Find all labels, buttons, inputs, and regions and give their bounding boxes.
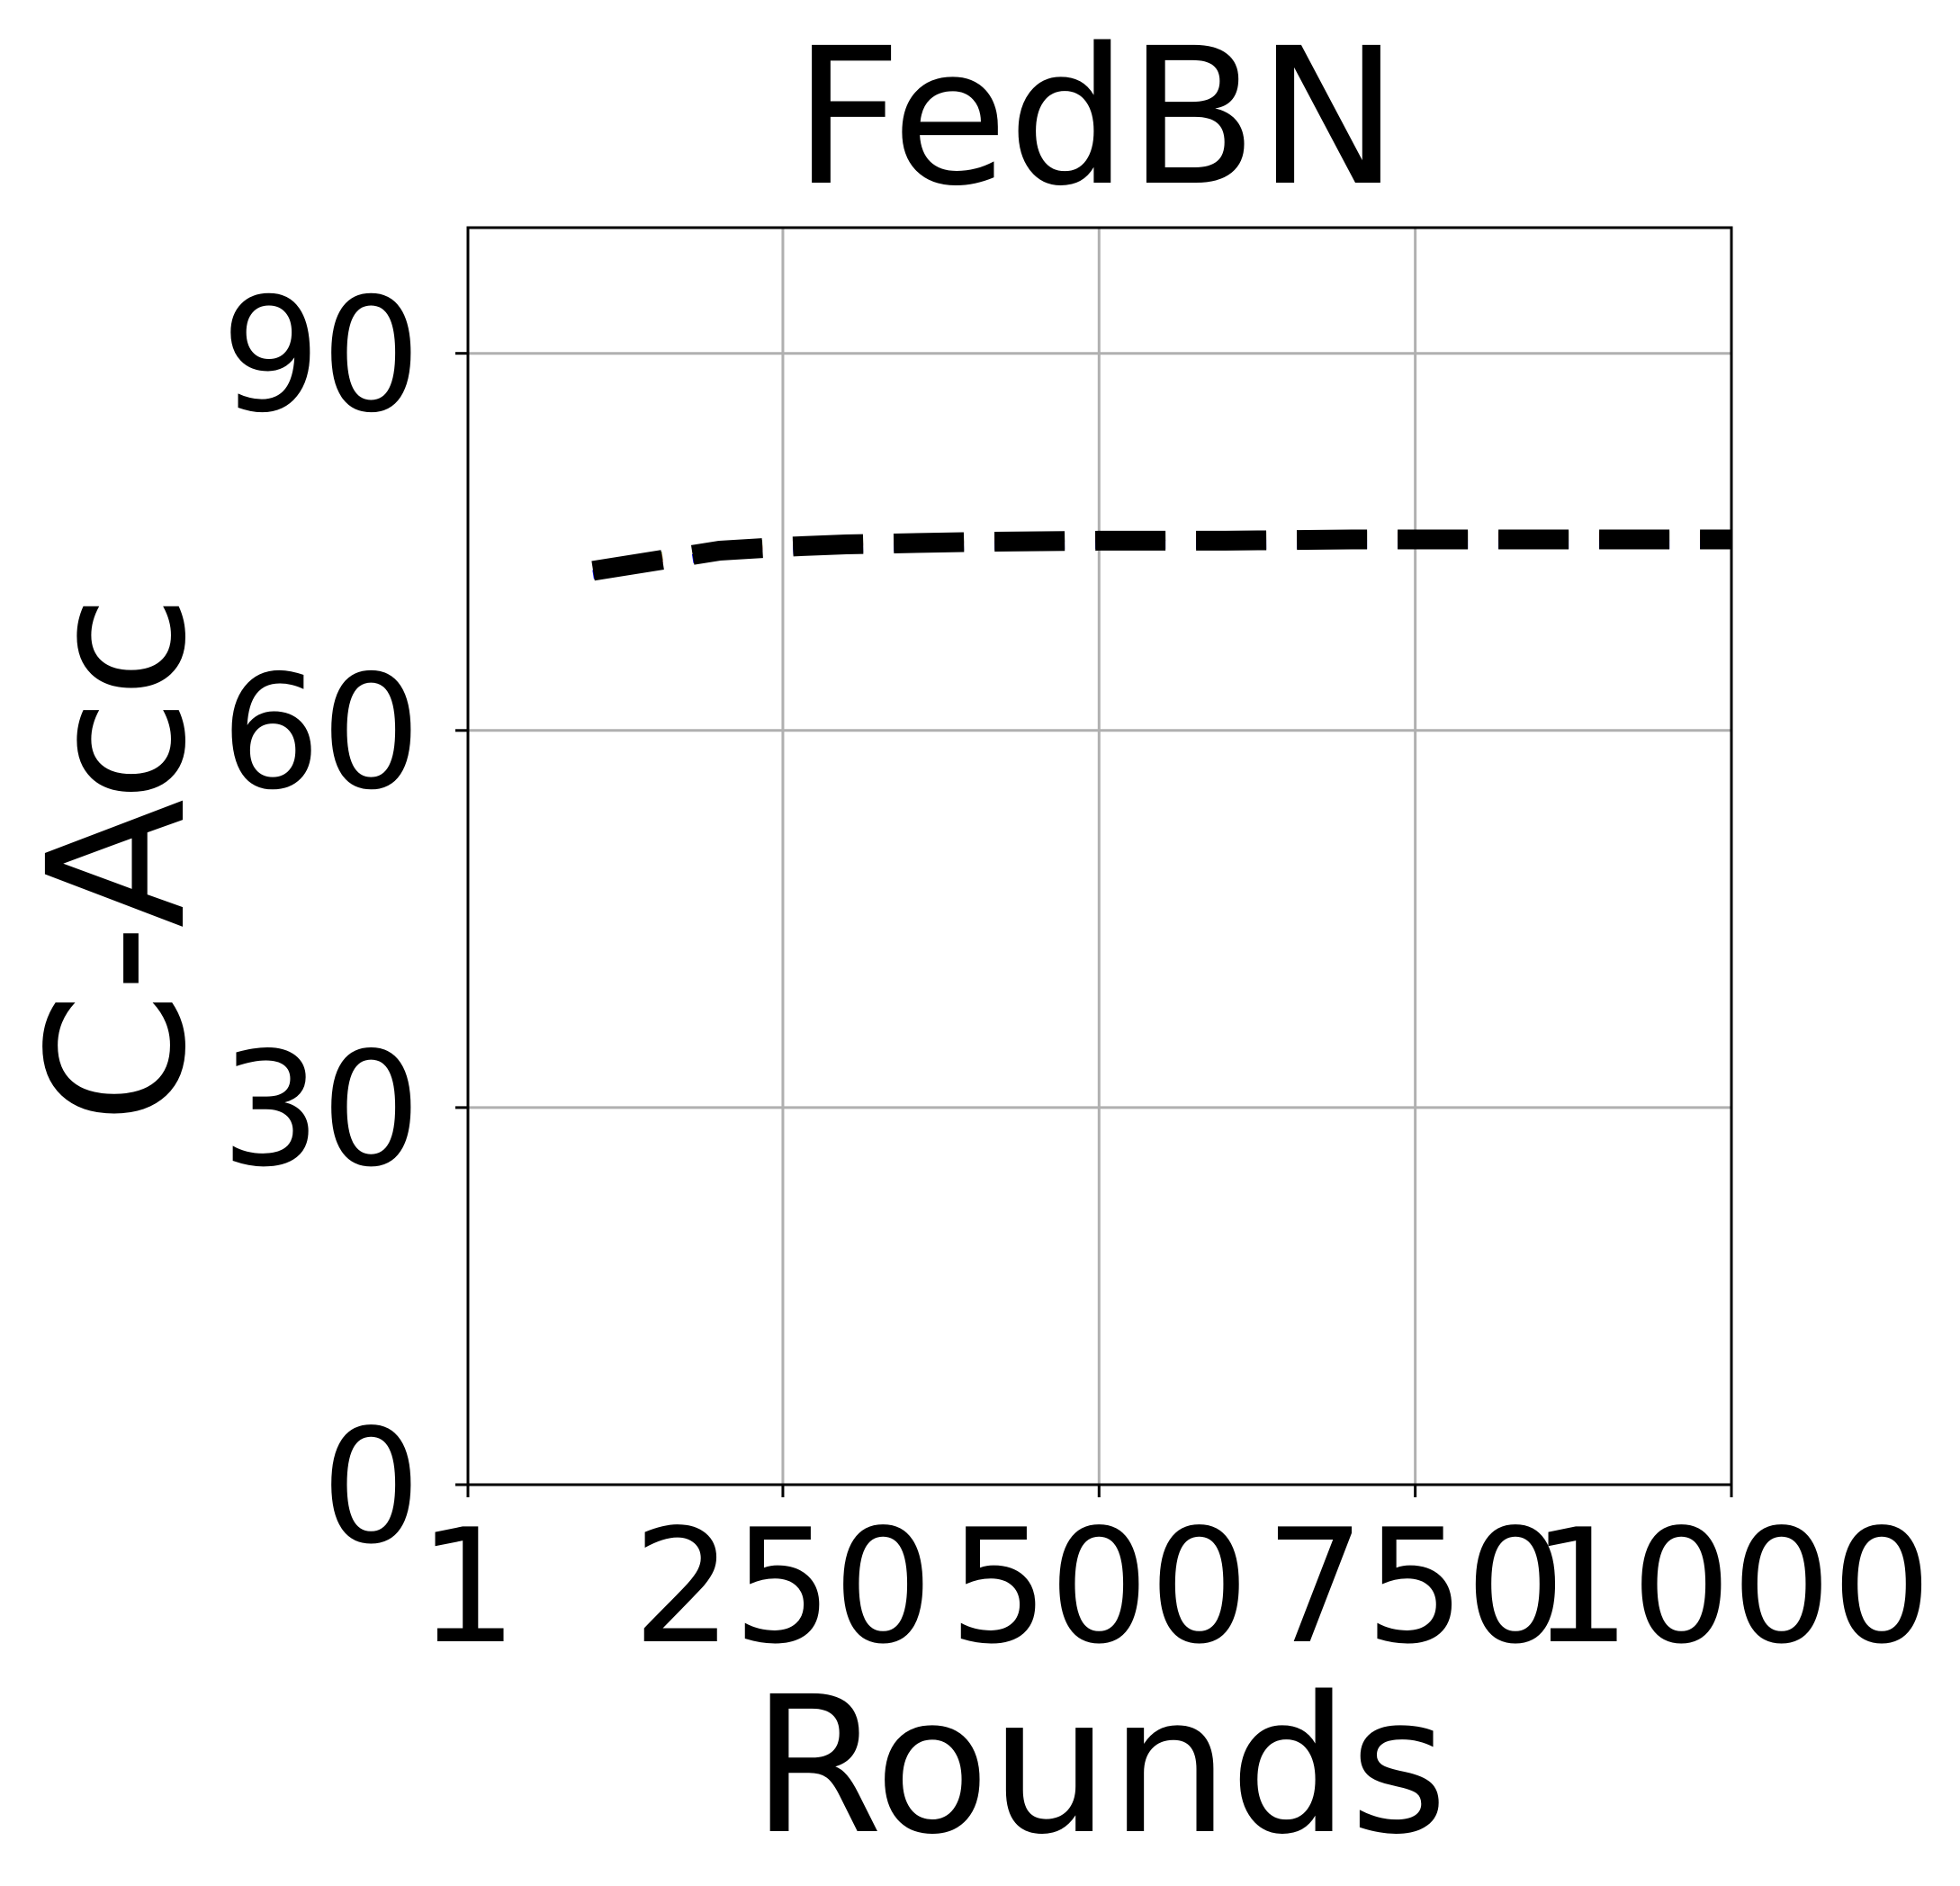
x-axis-label: Rounds: [751, 1656, 1448, 1876]
x-tick-label: 1: [418, 1496, 517, 1679]
series-lines: [591, 529, 1731, 581]
y-tick-label: 30: [220, 1019, 421, 1202]
y-tick-label: 90: [220, 265, 421, 448]
x-tick-label: 250: [633, 1496, 933, 1679]
x-tick-label: 750: [1265, 1496, 1566, 1679]
x-tick-label: 500: [949, 1496, 1249, 1679]
chart-title: FedBN: [794, 7, 1399, 228]
y-tick-label: 60: [220, 642, 421, 825]
x-tick-label: 1000: [1531, 1496, 1931, 1679]
y-tick-label: 0: [321, 1397, 421, 1579]
y-axis-label: C-Acc: [7, 595, 228, 1125]
series-line: [591, 529, 1731, 581]
